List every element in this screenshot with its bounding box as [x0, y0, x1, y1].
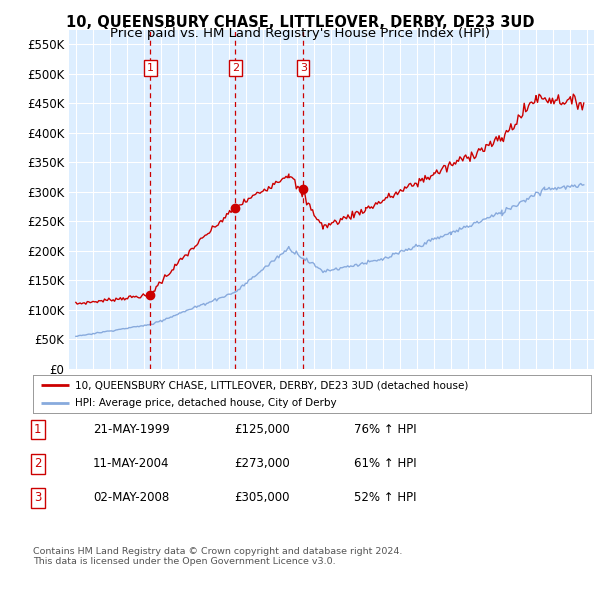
Text: 52% ↑ HPI: 52% ↑ HPI	[354, 491, 416, 504]
Text: £273,000: £273,000	[234, 457, 290, 470]
Text: 02-MAY-2008: 02-MAY-2008	[93, 491, 169, 504]
Text: 76% ↑ HPI: 76% ↑ HPI	[354, 423, 416, 436]
Text: 21-MAY-1999: 21-MAY-1999	[93, 423, 170, 436]
Text: 1: 1	[147, 63, 154, 73]
Text: 2: 2	[34, 457, 41, 470]
Text: HPI: Average price, detached house, City of Derby: HPI: Average price, detached house, City…	[75, 398, 337, 408]
Text: £305,000: £305,000	[234, 491, 290, 504]
Text: This data is licensed under the Open Government Licence v3.0.: This data is licensed under the Open Gov…	[33, 558, 335, 566]
Text: 3: 3	[34, 491, 41, 504]
Text: 3: 3	[300, 63, 307, 73]
Text: Contains HM Land Registry data © Crown copyright and database right 2024.: Contains HM Land Registry data © Crown c…	[33, 547, 403, 556]
Text: 2: 2	[232, 63, 239, 73]
Text: 10, QUEENSBURY CHASE, LITTLEOVER, DERBY, DE23 3UD (detached house): 10, QUEENSBURY CHASE, LITTLEOVER, DERBY,…	[75, 380, 468, 390]
Text: 61% ↑ HPI: 61% ↑ HPI	[354, 457, 416, 470]
Text: 1: 1	[34, 423, 41, 436]
Text: 11-MAY-2004: 11-MAY-2004	[93, 457, 170, 470]
Text: Price paid vs. HM Land Registry's House Price Index (HPI): Price paid vs. HM Land Registry's House …	[110, 27, 490, 40]
Text: £125,000: £125,000	[234, 423, 290, 436]
Text: 10, QUEENSBURY CHASE, LITTLEOVER, DERBY, DE23 3UD: 10, QUEENSBURY CHASE, LITTLEOVER, DERBY,…	[66, 15, 534, 30]
